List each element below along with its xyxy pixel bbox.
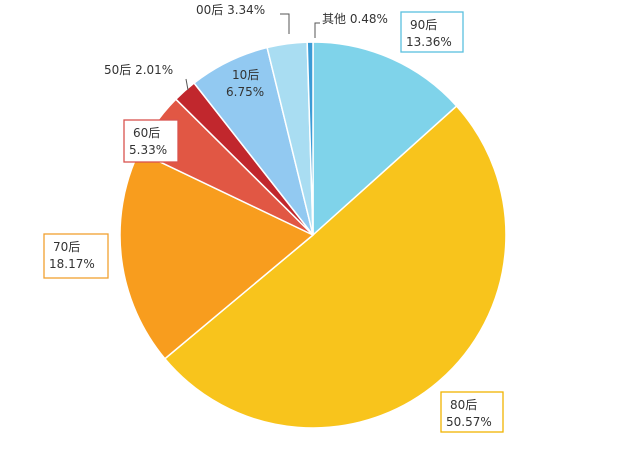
- slice-label-0: 90后: [410, 18, 437, 32]
- slice-label-5: 10后: [232, 68, 259, 82]
- slice-value-1: 50.57%: [446, 415, 492, 429]
- slice-label-2: 70后: [53, 240, 80, 254]
- slice-value-3: 5.33%: [129, 143, 167, 157]
- slice-value-5: 6.75%: [226, 85, 264, 99]
- slice-value-2: 18.17%: [49, 257, 95, 271]
- slice-label-4: 50后 2.01%: [104, 63, 173, 77]
- leader-line-7: [314, 22, 320, 38]
- label-box-2: [43, 233, 109, 279]
- leader-line-6: [280, 13, 290, 34]
- label-box-0: [400, 11, 464, 53]
- slice-label-7: 其他 0.48%: [322, 12, 388, 26]
- slice-label-6: 00后 3.34%: [196, 3, 265, 17]
- label-box-3: [123, 119, 179, 163]
- pie-slice-7: [306, 41, 314, 236]
- leader-line-4: [185, 78, 189, 91]
- pie-slices: [119, 41, 507, 429]
- pie-slice-0: [312, 41, 458, 237]
- pie-labels: 90后 13.36% 80后 50.57% 70后 18.17% 60后 5.33% 50后 2…: [43, 3, 504, 433]
- label-box-1: [440, 391, 504, 433]
- pie-slice-2: [119, 150, 315, 360]
- slice-value-0: 13.36%: [406, 35, 452, 49]
- slice-label-1: 80后: [450, 398, 477, 412]
- pie-slice-1: [163, 105, 507, 429]
- slice-label-3: 60后: [133, 126, 160, 140]
